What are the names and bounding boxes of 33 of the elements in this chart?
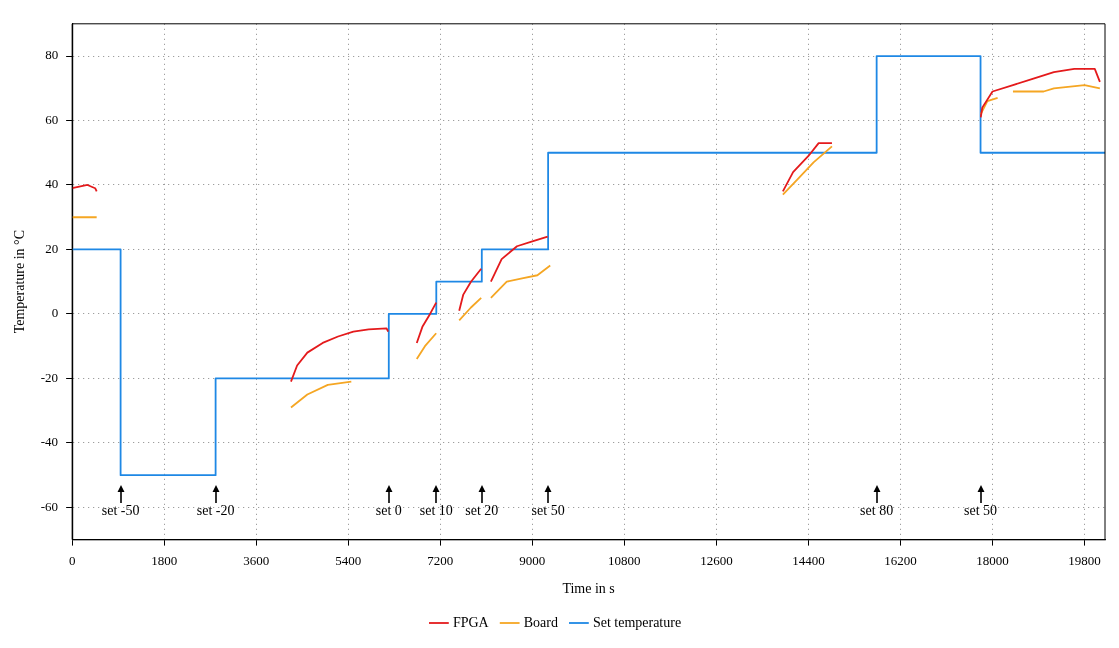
x-tick-label: 3600 [243,552,270,568]
y-tick-label: 20 [45,240,59,256]
x-tick-label: 16200 [884,552,917,568]
annotation: set 50 [964,503,998,519]
annotation: set -50 [101,503,140,519]
y-tick-label: -60 [40,498,59,514]
x-tick-label: 19800 [1068,552,1101,568]
x-tick-label: 18000 [976,552,1009,568]
x-tick-label: 12600 [700,552,733,568]
annotation: set 50 [531,503,565,519]
y-axis-title: Temperature in °C [12,230,28,334]
annotation: set 80 [860,503,894,519]
x-tick-label: 7200 [427,552,454,568]
annotation: set 10 [419,503,453,519]
y-tick-label: -40 [40,434,59,450]
x-tick-label: 1800 [151,552,178,568]
y-tick-label: 60 [45,111,59,127]
x-tick-label: 9000 [519,552,546,568]
x-tick-label: 5400 [335,552,362,568]
x-tick-label: 0 [68,552,76,568]
legend-label: Set temperature [592,614,682,630]
annotation: set -20 [196,503,235,519]
x-tick-label: 14400 [792,552,825,568]
y-tick-label: 40 [45,176,59,192]
y-tick-label: 80 [45,47,59,63]
y-tick-label: 0 [51,305,59,321]
annotation: set 0 [375,503,402,519]
legend-label: FPGA [452,614,490,630]
legend-label: Board [523,614,558,630]
x-axis-title: Time in s [562,581,615,597]
annotation: set 20 [465,503,499,519]
x-tick-label: 10800 [608,552,641,568]
y-tick-label: -20 [40,369,59,385]
